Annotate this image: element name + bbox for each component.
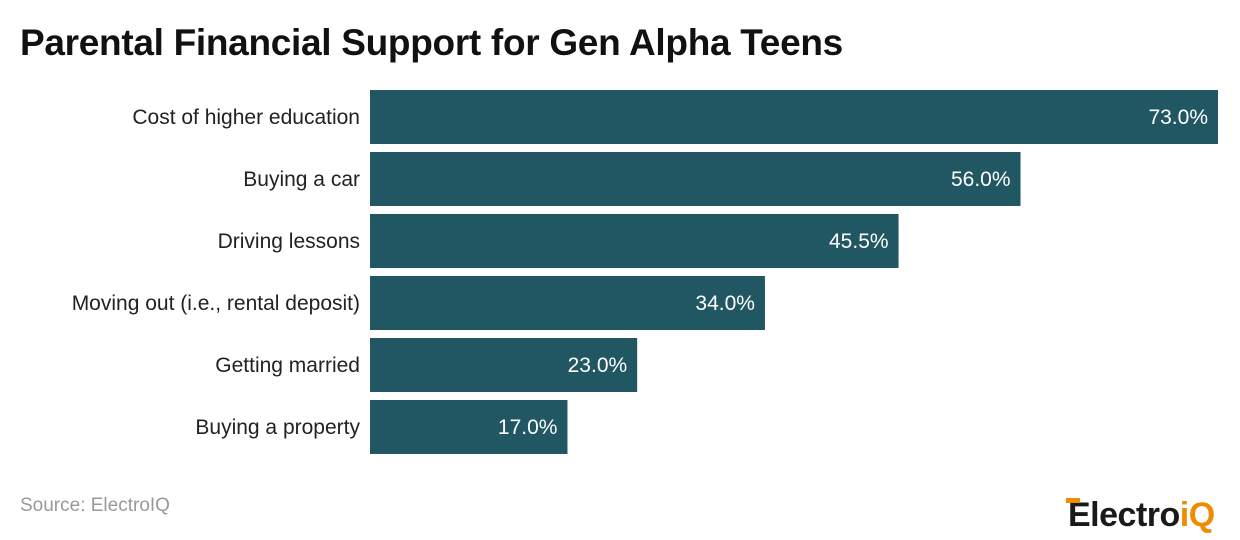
data-label: 34.0% [695, 292, 755, 315]
electroiq-logo: ElectroiQ [1066, 496, 1215, 535]
bar [370, 338, 638, 392]
category-label: Getting married [215, 354, 360, 377]
bar [370, 152, 1021, 206]
bolt-icon [1066, 498, 1080, 503]
category-label: Cost of higher education [132, 106, 360, 129]
data-label: 23.0% [568, 354, 628, 377]
category-label: Buying a car [243, 168, 360, 191]
category-label: Driving lessons [218, 230, 360, 253]
data-label: 73.0% [1148, 106, 1208, 129]
source-note: Source: ElectroIQ [20, 495, 170, 516]
data-label: 56.0% [951, 168, 1011, 191]
bar [370, 276, 765, 330]
logo-text: Electro [1068, 496, 1180, 534]
bar [370, 90, 1218, 144]
bar [370, 400, 568, 454]
category-label: Buying a property [195, 416, 360, 439]
data-label: 45.5% [829, 230, 889, 253]
data-label: 17.0% [498, 416, 558, 439]
chart-title: Parental Financial Support for Gen Alpha… [20, 22, 843, 63]
bar [370, 214, 899, 268]
logo-accent: iQ [1179, 496, 1215, 534]
category-label: Moving out (i.e., rental deposit) [72, 292, 360, 315]
